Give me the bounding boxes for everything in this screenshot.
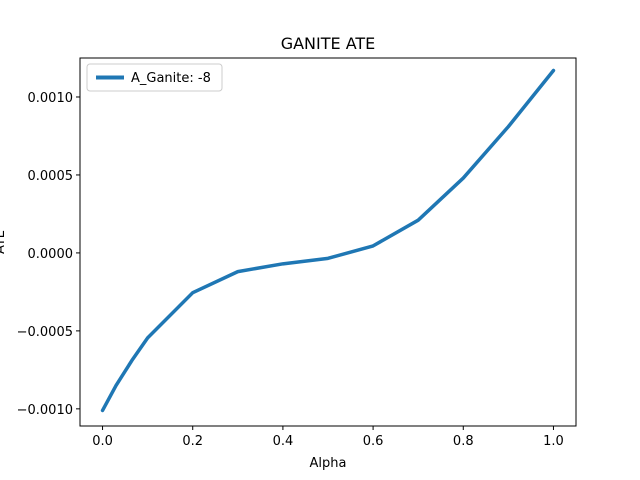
series-line	[100, 68, 556, 413]
x-axis: 0.0 0.2 0.4 0.6 0.8 1.0	[92, 426, 564, 449]
x-tick-label: 0.4	[273, 434, 294, 449]
legend-label: A_Ganite: -8	[131, 71, 211, 86]
y-axis: −0.0010 −0.0005 0.0000 0.0005 0.0010	[17, 91, 80, 418]
legend-box	[86, 63, 223, 92]
y-tick-label: 0.0010	[28, 91, 74, 106]
x-tick-label: 0.6	[363, 434, 384, 449]
y-axis-label: ATE	[0, 230, 8, 254]
x-axis-label: Alpha	[310, 456, 347, 471]
x-tick-label: 0.8	[453, 434, 474, 449]
chart-title: GANITE ATE	[281, 34, 376, 53]
legend: A_Ganite: -8	[86, 63, 223, 92]
x-tick-label: 1.0	[543, 434, 564, 449]
y-tick-label: 0.0000	[28, 247, 74, 262]
x-tick-label: 0.0	[92, 434, 113, 449]
series-layer	[100, 68, 556, 413]
x-tick-label: 0.2	[182, 434, 203, 449]
plot-area	[79, 57, 577, 427]
y-tick-label: −0.0005	[17, 325, 73, 340]
y-tick-label: −0.0010	[17, 403, 73, 418]
y-tick-label: 0.0005	[28, 169, 74, 184]
